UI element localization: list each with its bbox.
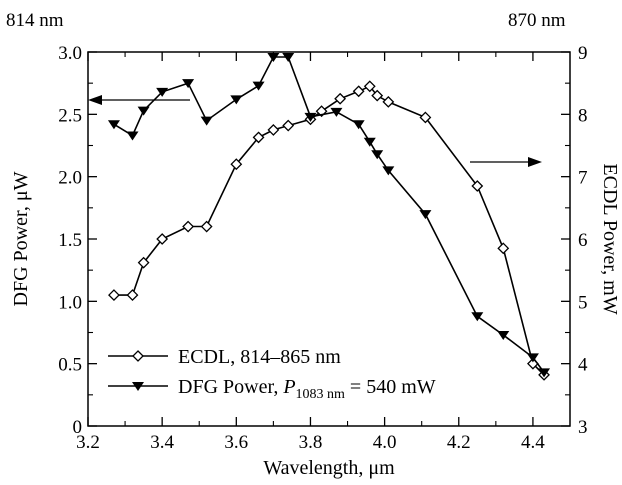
dfg-point (252, 81, 265, 91)
series-ecdl (108, 80, 550, 381)
dfg-point (107, 120, 120, 130)
ecdl-point (334, 92, 347, 105)
y-right-tick-label: 8 (578, 105, 588, 126)
dfg-point (137, 106, 150, 116)
ecdl-point (230, 158, 243, 171)
dfg-point (304, 112, 317, 122)
legend-label-dfg: DFG Power, P1083 nm = 540 mW (178, 376, 436, 402)
dfg-point (352, 120, 365, 130)
y-left-tick-label: 1.5 (58, 230, 82, 251)
dfg-point (526, 353, 539, 363)
y-left-tick-label: 0 (73, 417, 83, 438)
legend-marker-diamond (132, 350, 144, 362)
x-tick-label: 3.4 (150, 432, 174, 453)
ecdl-point (382, 95, 395, 108)
legend: ECDL, 814–865 nm DFG Power, P1083 nm = 5… (108, 346, 436, 402)
dfg-point (382, 166, 395, 176)
top-label-right: 870 nm (508, 10, 566, 31)
ecdl-point (108, 289, 120, 302)
dfg-point (267, 52, 280, 62)
ecdl-point (471, 180, 484, 192)
ecdl-point (200, 220, 213, 233)
ecdl-point (282, 119, 295, 132)
ecdl-point (363, 80, 376, 93)
x-tick-label: 3.2 (76, 432, 100, 453)
dfg-point (497, 330, 510, 340)
dfg-point (156, 87, 169, 97)
ecdl-point (137, 256, 150, 269)
y-right-tick-label: 6 (578, 230, 588, 251)
right-axis-arrow (470, 157, 542, 167)
ecdl-point (267, 123, 280, 136)
x-tick-label: 3.6 (224, 432, 248, 453)
y-left-tick-label: 2.5 (58, 105, 82, 126)
axis-ticks (87, 51, 570, 427)
x-tick-label: 4.4 (521, 432, 545, 453)
dfg-line (113, 56, 545, 373)
y-right-tick-label: 4 (578, 355, 588, 376)
dfg-point (330, 107, 343, 117)
dfg-point (126, 131, 139, 141)
dfg-point (363, 137, 376, 147)
tick-labels: 3.2 3.4 3.6 3.8 4.0 4.2 4.4 0 0.5 1.0 1.5 2.0 2.5 3.0… (58, 43, 588, 453)
legend-marker-triangle (132, 382, 144, 391)
dfg-point (538, 368, 551, 378)
ecdl-point (497, 242, 510, 255)
ecdl-point (352, 85, 365, 98)
ecdl-line (114, 85, 545, 376)
series-dfg (107, 52, 551, 378)
left-axis-arrow (88, 95, 190, 105)
x-tick-label: 4.0 (373, 432, 397, 453)
y-right-tick-label: 7 (578, 168, 588, 189)
ecdl-point (156, 233, 169, 245)
dfg-point (371, 150, 384, 160)
ecdl-point (182, 220, 195, 233)
y-right-tick-label: 5 (578, 292, 588, 313)
legend-item-ecdl: ECDL, 814–865 nm (108, 346, 341, 368)
dfg-point (282, 52, 295, 62)
dfg-point (419, 210, 432, 220)
ecdl-point (126, 289, 139, 302)
y-left-tick-label: 0.5 (58, 355, 82, 376)
x-tick-label: 4.2 (447, 432, 471, 453)
y-right-tick-label: 3 (578, 417, 588, 438)
dfg-point (471, 312, 484, 322)
y-left-tick-label: 2.0 (58, 168, 82, 189)
y-left-tick-label: 1.0 (58, 292, 82, 313)
top-label-left: 814 nm (6, 10, 64, 31)
legend-label-ecdl: ECDL, 814–865 nm (178, 346, 341, 368)
dfg-point (230, 95, 243, 105)
y-left-tick-label: 3.0 (58, 43, 82, 64)
ecdl-point (371, 89, 384, 102)
ecdl-point (252, 131, 265, 144)
x-axis-title: Wavelength, μm (263, 457, 395, 479)
dfg-point (200, 116, 213, 126)
ecdl-point (419, 111, 432, 124)
y-right-tick-label: 9 (578, 43, 588, 64)
x-tick-label: 3.8 (299, 432, 323, 453)
y-left-axis-title: DFG Power, μW (10, 171, 32, 306)
dfg-point (182, 79, 195, 89)
legend-item-dfg: DFG Power, P1083 nm = 540 mW (108, 376, 436, 402)
y-right-axis-title: ECDL Power, mW (599, 163, 621, 314)
